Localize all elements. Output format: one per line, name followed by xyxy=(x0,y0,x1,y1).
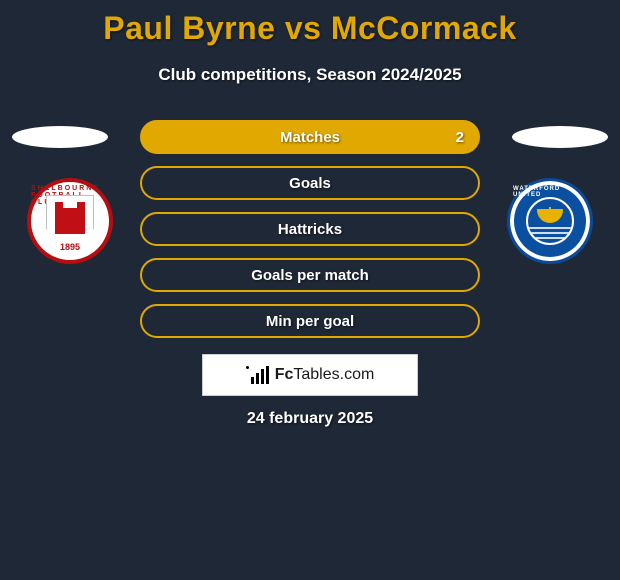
waves-icon xyxy=(528,225,572,239)
waterford-inner xyxy=(526,197,574,245)
branding-bold: Fc xyxy=(275,366,294,383)
subtitle: Club competitions, Season 2024/2025 xyxy=(0,65,620,85)
ship-icon xyxy=(537,209,563,223)
castle-icon xyxy=(55,208,85,234)
stat-row-hattricks: Hattricks xyxy=(140,212,480,246)
stat-label: Matches xyxy=(280,129,340,146)
shelbourne-year: 1895 xyxy=(60,242,80,252)
date-label: 24 february 2025 xyxy=(247,410,373,428)
club-badge-left: SHELBOURNE FOOTBALL CLUB 1895 xyxy=(20,178,120,264)
stats-table: Matches 2 Goals Hattricks Goals per match Min… xyxy=(140,120,480,350)
stat-label: Goals xyxy=(289,175,331,192)
fctables-branding: FcTables.com xyxy=(202,354,418,396)
stat-right-value: 2 xyxy=(456,129,464,146)
stat-row-goals: Goals xyxy=(140,166,480,200)
stat-label: Goals per match xyxy=(251,267,369,284)
stat-row-matches: Matches 2 xyxy=(140,120,480,154)
waterford-crest: WATERFORD UNITED xyxy=(507,178,593,264)
stat-label: Min per goal xyxy=(266,313,354,330)
stat-label: Hattricks xyxy=(278,221,342,238)
branding-text: FcTables.com xyxy=(275,366,375,384)
shelbourne-crest: SHELBOURNE FOOTBALL CLUB 1895 xyxy=(27,178,113,264)
stat-row-min-per-goal: Min per goal xyxy=(140,304,480,338)
player-photo-left xyxy=(12,126,108,148)
player-photo-right xyxy=(512,126,608,148)
branding-rest: Tables.com xyxy=(293,366,374,383)
stat-row-goals-per-match: Goals per match xyxy=(140,258,480,292)
bars-icon xyxy=(246,366,269,384)
club-badge-right: WATERFORD UNITED xyxy=(500,178,600,264)
page-title: Paul Byrne vs McCormack xyxy=(0,0,620,47)
